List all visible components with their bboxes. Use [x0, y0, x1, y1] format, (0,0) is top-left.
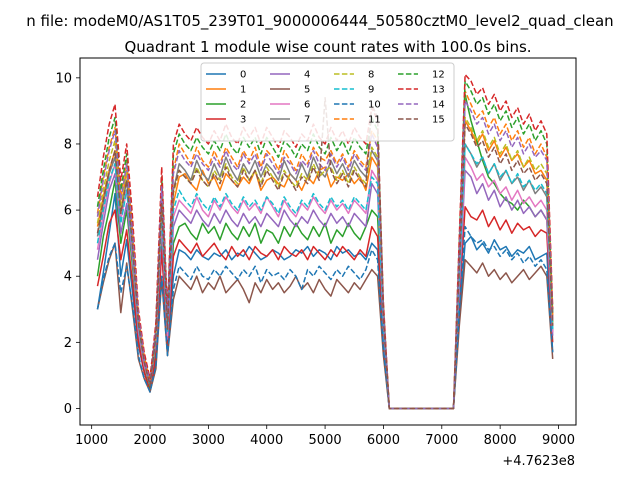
- legend-label-11: 11: [368, 115, 381, 126]
- legend-label-6: 6: [304, 100, 310, 111]
- legend-label-14: 14: [432, 100, 445, 111]
- y-tick-label: 6: [64, 204, 72, 219]
- series-line-13: [96, 73, 554, 410]
- x-tick-label: 1000: [75, 433, 108, 448]
- series-line-10: [96, 225, 554, 410]
- x-tick-label: 7000: [425, 433, 458, 448]
- x-tick-label: 3000: [192, 433, 225, 448]
- series-line-9: [96, 143, 554, 410]
- x-tick-label: 4000: [250, 433, 283, 448]
- legend-label-1: 1: [240, 85, 246, 96]
- x-tick-label: 2000: [133, 433, 166, 448]
- chart-title: Quadrant 1 module wise count rates with …: [124, 38, 531, 56]
- legend-label-9: 9: [368, 85, 374, 96]
- y-tick-label: 4: [64, 270, 72, 285]
- y-tick-label: 10: [55, 71, 72, 86]
- x-tick-label: 8000: [484, 433, 517, 448]
- ticks-layer: 1000 2000 3000 4000 5000 6000 7000 8000 9000 0 2 4 6…: [55, 71, 575, 448]
- x-tick-label: 6000: [367, 433, 400, 448]
- y-tick-label: 2: [64, 336, 72, 351]
- legend-label-4: 4: [304, 70, 310, 81]
- legend-label-5: 5: [304, 85, 310, 96]
- figure-suptitle: n file: modeM0/AS1T05_239T01_9000006444_…: [26, 12, 613, 31]
- legend-label-12: 12: [432, 70, 445, 81]
- legend-label-0: 0: [240, 70, 246, 81]
- series-line-3: [96, 206, 554, 410]
- legend-box: [200, 62, 455, 142]
- series-line-5: [96, 242, 554, 410]
- x-axis-offset-label: +4.7623e8: [502, 454, 575, 469]
- series-line-0: [96, 192, 554, 410]
- legend-label-15: 15: [432, 115, 445, 126]
- legend-label-10: 10: [368, 100, 381, 111]
- series-line-14: [96, 100, 554, 410]
- x-tick-label: 5000: [309, 433, 342, 448]
- legend-label-3: 3: [240, 115, 246, 126]
- series-line-11: [96, 90, 554, 410]
- x-tick-label: 9000: [542, 433, 575, 448]
- axes-frame: [79, 57, 577, 426]
- legend-label-2: 2: [240, 100, 246, 111]
- y-tick-label: 0: [64, 402, 72, 417]
- series-line-2: [96, 93, 554, 410]
- legend-label-7: 7: [304, 115, 310, 126]
- y-tick-label: 8: [64, 137, 72, 152]
- series-line-12: [96, 80, 554, 410]
- legend-label-8: 8: [368, 70, 374, 81]
- legend-label-13: 13: [432, 85, 445, 96]
